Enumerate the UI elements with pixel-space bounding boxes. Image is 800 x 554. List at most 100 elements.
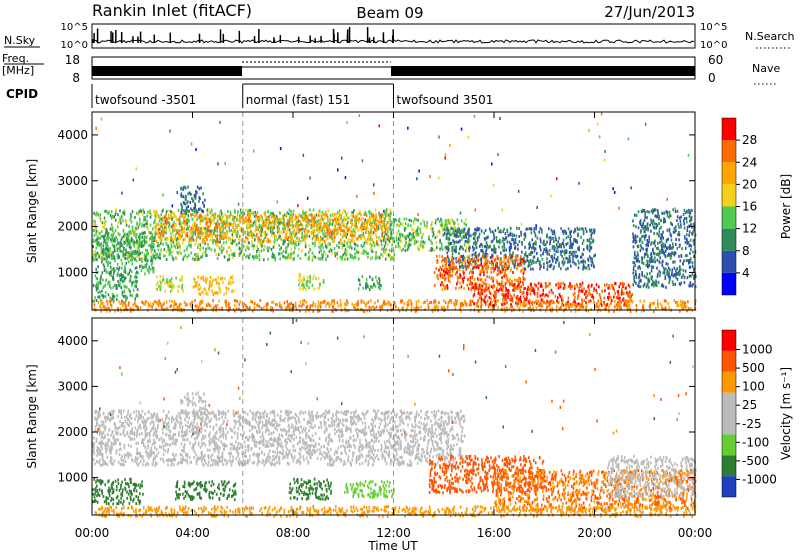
data-cell: [382, 254, 384, 258]
data-cell: [271, 300, 273, 304]
data-cell: [181, 227, 183, 231]
data-cell: [484, 260, 487, 264]
data-cell: [257, 247, 259, 251]
data-cell: [321, 227, 323, 230]
data-cell: [385, 214, 387, 218]
data-cell: [366, 242, 369, 246]
data-cell: [562, 303, 565, 307]
data-cell: [593, 231, 596, 234]
data-cell: [345, 217, 348, 221]
data-cell: [548, 301, 551, 304]
data-cell: [499, 270, 501, 273]
data-cell: [569, 282, 571, 286]
data-cell: [194, 194, 197, 198]
data-cell: [547, 284, 549, 288]
data-cell: [516, 254, 518, 258]
data-cell: [606, 303, 609, 306]
data-cell: [552, 236, 554, 240]
data-cell: [607, 286, 609, 290]
data-cell: [122, 254, 124, 258]
data-cell: [125, 233, 127, 237]
data-cell: [287, 212, 290, 216]
data-cell: [184, 202, 186, 206]
data-cell: [174, 228, 177, 232]
nsearch-tick-bottom: 10^0: [700, 40, 727, 51]
data-cell: [413, 230, 416, 233]
data-cell: [452, 230, 455, 234]
data-cell: [440, 242, 443, 246]
data-cell: [234, 209, 236, 213]
data-cell: [313, 254, 315, 258]
data-cell: [384, 237, 387, 241]
data-cell: [131, 210, 134, 214]
data-cell: [582, 239, 585, 243]
data-cell: [480, 229, 483, 233]
data-cell: [230, 276, 232, 279]
data-cell: [275, 214, 278, 218]
data-cell: [267, 238, 269, 241]
data-cell: [181, 278, 183, 282]
data-cell: [449, 222, 452, 226]
data-cell: [495, 288, 498, 292]
data-cell: [302, 238, 305, 242]
data-cell: [591, 293, 594, 297]
data-cell: [242, 245, 245, 249]
data-cell: [363, 234, 365, 238]
data-cell: [475, 231, 477, 235]
data-cell: [380, 243, 383, 247]
data-cell: [210, 214, 213, 218]
data-cell: [204, 235, 207, 239]
data-cell: [558, 293, 561, 296]
data-cell: [491, 230, 494, 234]
data-cell: [231, 274, 234, 278]
data-cell: [565, 232, 568, 235]
data-cell: [350, 238, 353, 242]
data-cell: [455, 234, 457, 238]
data-cell: [493, 237, 495, 241]
data-cell: [323, 239, 326, 243]
data-cell: [123, 212, 126, 216]
data-cell: [392, 224, 395, 228]
data-cell: [196, 214, 198, 218]
data-cell: [134, 284, 136, 288]
data-cell: [480, 306, 483, 310]
data-cell: [462, 229, 464, 233]
data-cell: [572, 293, 575, 297]
data-cell: [234, 221, 236, 225]
data-cell: [445, 225, 448, 229]
data-cell: [369, 246, 372, 250]
data-cell: [188, 219, 191, 223]
data-cell: [376, 240, 378, 244]
data-cell: [549, 265, 552, 268]
data-cell: [165, 258, 168, 261]
data-cell: [203, 239, 206, 243]
data-cell: [351, 233, 354, 237]
data-cell: [435, 241, 438, 245]
data-cell: [443, 222, 446, 226]
data-cell: [178, 218, 180, 222]
data-cell: [440, 268, 443, 272]
data-cell: [168, 253, 171, 257]
data-cell: [550, 255, 552, 259]
data-cell: [209, 232, 211, 235]
data-cell: [479, 283, 482, 287]
data-cell: [567, 296, 570, 300]
data-cell: [247, 231, 250, 235]
data-cell: [370, 256, 372, 260]
data-cell: [113, 295, 116, 299]
data-cell: [581, 298, 583, 302]
data-cell: [562, 232, 565, 236]
data-cell: [369, 216, 371, 220]
data-cell: [446, 221, 449, 225]
data-cell: [182, 229, 184, 233]
data-cell: [344, 257, 346, 261]
data-cell: [436, 254, 438, 258]
data-cell: [541, 284, 543, 288]
data-cell: [107, 260, 110, 264]
data-cell: [441, 222, 443, 226]
data-cell: [454, 240, 457, 244]
data-cell: [95, 299, 98, 302]
data-cell: [297, 242, 300, 246]
data-cell: [471, 253, 474, 257]
data-cell: [542, 241, 544, 245]
